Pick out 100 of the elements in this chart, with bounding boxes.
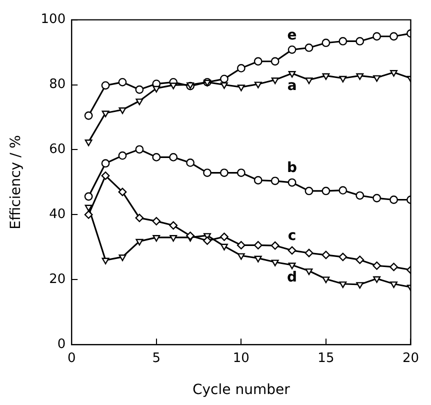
point bbox=[288, 70, 296, 78]
point bbox=[304, 248, 314, 258]
x-tick-label: 20 bbox=[402, 350, 419, 366]
point bbox=[339, 281, 347, 288]
point bbox=[270, 241, 280, 250]
point bbox=[135, 85, 144, 94]
point bbox=[84, 210, 93, 219]
point bbox=[270, 176, 280, 186]
point bbox=[372, 261, 382, 270]
point bbox=[390, 262, 398, 272]
point bbox=[186, 232, 195, 240]
point bbox=[254, 176, 262, 184]
y-tick-label: 80 bbox=[49, 77, 66, 92]
point bbox=[169, 152, 178, 162]
point bbox=[220, 74, 228, 84]
point bbox=[220, 82, 228, 89]
y-tick-label: 20 bbox=[49, 272, 66, 288]
y-tick-label: 60 bbox=[49, 142, 66, 158]
point bbox=[390, 196, 398, 204]
point bbox=[254, 241, 262, 250]
point bbox=[236, 168, 246, 177]
point bbox=[254, 82, 262, 88]
point bbox=[254, 256, 262, 262]
x-tick-label: 5 bbox=[152, 350, 161, 366]
y-axis-title: Efficiency / % bbox=[8, 135, 24, 230]
x-tick-label: 0 bbox=[67, 350, 76, 366]
series-label: a bbox=[287, 78, 297, 94]
point bbox=[338, 252, 348, 262]
point bbox=[203, 168, 212, 177]
point bbox=[356, 282, 364, 289]
point bbox=[338, 37, 348, 46]
point bbox=[304, 186, 314, 196]
point bbox=[356, 191, 364, 200]
point bbox=[118, 188, 127, 196]
point bbox=[102, 110, 110, 118]
point bbox=[338, 186, 348, 195]
point bbox=[136, 238, 144, 246]
point bbox=[288, 178, 296, 187]
point bbox=[186, 158, 195, 167]
point bbox=[322, 38, 330, 48]
point bbox=[84, 111, 93, 120]
point bbox=[101, 81, 110, 90]
point bbox=[84, 204, 92, 212]
point bbox=[270, 57, 280, 66]
point bbox=[220, 244, 228, 250]
point bbox=[304, 44, 314, 52]
point bbox=[135, 214, 144, 222]
point bbox=[322, 186, 330, 196]
point bbox=[118, 151, 127, 160]
point bbox=[339, 76, 347, 82]
point bbox=[322, 73, 330, 80]
point bbox=[84, 140, 92, 146]
x-tick-label: 10 bbox=[232, 350, 250, 366]
point bbox=[101, 172, 110, 180]
x-tick-label: 15 bbox=[318, 350, 334, 366]
point bbox=[118, 78, 127, 86]
point bbox=[390, 70, 398, 77]
point bbox=[271, 260, 279, 266]
point bbox=[254, 57, 262, 66]
point bbox=[322, 250, 330, 260]
point bbox=[356, 37, 364, 46]
point bbox=[237, 253, 245, 260]
y-tick-label: 100 bbox=[40, 12, 66, 28]
point bbox=[390, 32, 398, 41]
point bbox=[356, 73, 364, 80]
point bbox=[271, 77, 279, 84]
point bbox=[390, 281, 398, 288]
point bbox=[372, 32, 382, 41]
point bbox=[102, 258, 110, 264]
point bbox=[118, 254, 126, 262]
point bbox=[373, 75, 381, 82]
point bbox=[288, 246, 296, 255]
series-label: c bbox=[288, 228, 296, 244]
point bbox=[84, 192, 93, 201]
y-tick-label: 0 bbox=[57, 336, 66, 352]
point bbox=[118, 107, 126, 114]
point bbox=[152, 152, 161, 162]
point bbox=[203, 236, 212, 245]
point bbox=[288, 262, 296, 270]
point bbox=[356, 256, 364, 264]
point bbox=[101, 159, 110, 168]
point bbox=[152, 235, 160, 242]
series-label: e bbox=[287, 27, 297, 44]
point bbox=[170, 82, 178, 90]
x-axis-title: Cycle number bbox=[192, 382, 290, 398]
point bbox=[305, 268, 313, 276]
point bbox=[135, 145, 144, 154]
point bbox=[170, 235, 178, 242]
y-tick-label: 40 bbox=[49, 207, 66, 222]
point bbox=[136, 98, 144, 106]
point bbox=[322, 276, 330, 284]
point bbox=[152, 216, 161, 226]
point bbox=[220, 168, 228, 177]
point bbox=[288, 45, 296, 54]
series-label: d bbox=[287, 270, 298, 286]
point bbox=[305, 77, 313, 84]
point bbox=[373, 276, 381, 283]
point bbox=[236, 241, 246, 250]
point bbox=[237, 84, 245, 92]
point bbox=[220, 232, 228, 241]
